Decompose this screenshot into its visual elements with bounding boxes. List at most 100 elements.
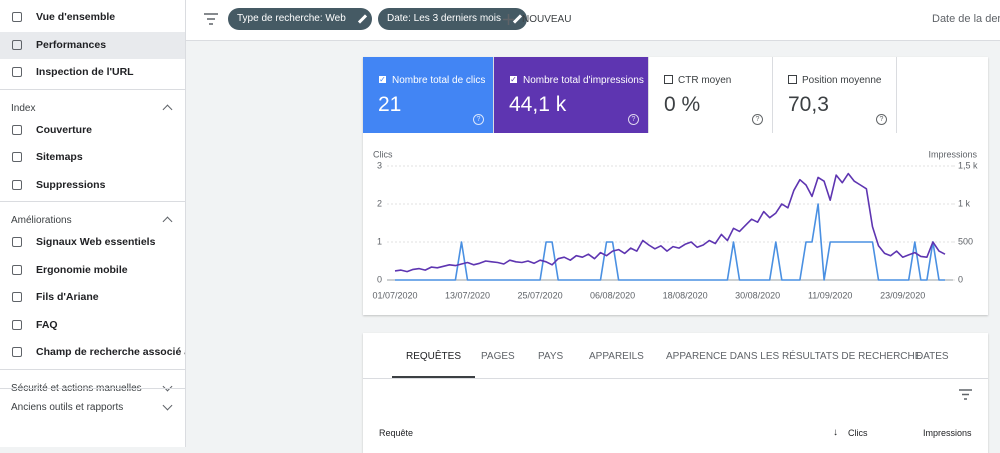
nav-label: Ergonomie mobile (36, 263, 128, 276)
table-filter-icon[interactable] (959, 389, 972, 400)
metric-card[interactable]: ✓ Nombre total d'impressions 44,1 k? (494, 57, 649, 133)
nav-icon (12, 39, 22, 50)
nav-icon (12, 264, 22, 275)
divider (0, 368, 185, 370)
column-header[interactable]: Impressions (923, 428, 972, 438)
x-tick-label: 25/07/2020 (518, 290, 563, 300)
nav-label: Champ de recherche associé a... (36, 346, 186, 358)
nav-label: Inspection de l'URL (36, 66, 134, 78)
toolbar: Type de recherche: Web Date: Les 3 dernie… (186, 0, 1000, 41)
nav-label: Performances (36, 38, 107, 51)
nav-label: FAQ (36, 318, 58, 331)
sidebar: Vue d'ensemble Performances Inspection de … (0, 0, 186, 447)
chevron (162, 216, 173, 227)
metric-card[interactable]: ✓ Nombre total de clics 21? (363, 57, 494, 133)
divider (0, 201, 185, 202)
y-axis-label: Clics (373, 149, 393, 159)
tab[interactable]: PAGES (481, 351, 515, 362)
help-icon: ? (473, 114, 484, 125)
tab[interactable]: REQUÊTES (406, 351, 462, 362)
x-tick-label: 06/08/2020 (590, 290, 635, 300)
metric-card[interactable]: Position moyenne 70,3? (773, 57, 897, 133)
metric-value: 0 % (664, 93, 701, 116)
nav-item[interactable]: Sitemaps (0, 144, 185, 171)
nav-item[interactable]: Fils d'Ariane (0, 284, 185, 311)
last-update: Date de la dern (932, 13, 1000, 25)
tab[interactable]: DATES (916, 351, 949, 362)
help-icon: ? (628, 114, 639, 125)
column-header[interactable]: Clics (848, 428, 868, 438)
x-tick-label: 13/07/2020 (445, 290, 490, 300)
y2-axis-label: Impressions (928, 149, 977, 159)
y2-tick-label: 1 k (958, 198, 971, 208)
checkbox (664, 75, 673, 84)
y-tick-label: 0 (377, 274, 382, 284)
series-line (395, 203, 945, 281)
chevron (162, 104, 173, 114)
tab[interactable]: APPAREILS (589, 351, 644, 362)
tab[interactable]: PAYS (538, 351, 564, 362)
x-tick-label: 30/08/2020 (735, 290, 780, 300)
series-line (394, 172, 946, 273)
table-card: REQUÊTES PAGES PAYS APPAREILS APPARENCE DANS… (363, 333, 988, 453)
chevron (162, 400, 173, 410)
section-title[interactable]: Anciens outils et rapports (11, 401, 124, 413)
chevron (162, 381, 173, 391)
checkbox (788, 75, 797, 84)
metric-value: 21 (378, 93, 402, 116)
y2-tick-label: 0 (958, 274, 963, 284)
y2-tick-label: 1,5 k (958, 160, 978, 170)
help-icon: ? (752, 114, 763, 125)
edit-icon (512, 14, 523, 24)
nav-icon (12, 347, 22, 357)
y2-tick-label: 500 (958, 236, 973, 246)
nav-icon (12, 292, 22, 302)
metric-label: Position moyenne (802, 75, 882, 86)
metric-label: CTR moyen (678, 75, 732, 86)
metric-label: Nombre total de clics (392, 75, 486, 86)
nav-icon (12, 237, 22, 247)
x-tick-label: 11/09/2020 (808, 290, 852, 300)
column-header: Requête (379, 428, 414, 438)
metric-value: 44,1 k (509, 93, 567, 116)
nav-item[interactable]: Signaux Web essentiels (0, 229, 185, 256)
nav-item[interactable]: Suppressions (0, 172, 185, 199)
section-title[interactable]: Index (11, 102, 36, 114)
filter-icon[interactable] (204, 13, 218, 25)
y-tick-label: 3 (377, 160, 382, 170)
nav-label: Sitemaps (36, 151, 83, 163)
nav-item[interactable]: Vue d'ensemble (0, 4, 185, 31)
new-button[interactable]: NOUVEAU (522, 14, 572, 25)
filter-chip[interactable]: Date: Les 3 derniers mois (378, 8, 527, 30)
nav-icon (12, 179, 22, 190)
nav-item[interactable]: FAQ (0, 312, 185, 339)
section-title[interactable]: Améliorations (11, 215, 72, 226)
nav-item[interactable]: Couverture (0, 117, 185, 144)
performance-card: ✓ Nombre total de clics 21? ✓ Nombre total d… (363, 57, 988, 315)
tab-underline (392, 376, 475, 378)
y-tick-label: 2 (377, 198, 382, 208)
y-tick-label: 1 (377, 236, 382, 246)
filter-chip[interactable]: Type de recherche: Web (228, 8, 372, 30)
divider (0, 88, 185, 90)
nav-icon (12, 319, 22, 330)
nav-label: Suppressions (36, 178, 106, 191)
nav-item[interactable]: Ergonomie mobile (0, 257, 185, 284)
nav-label: Signaux Web essentiels (36, 236, 156, 248)
nav-item[interactable]: Inspection de l'URL (0, 59, 185, 86)
sort-arrow: ↓ (833, 427, 838, 438)
metric-label: Nombre total d'impressions (523, 75, 644, 86)
tab[interactable]: APPARENCE DANS LES RÉSULTATS DE RECHERCH… (666, 351, 922, 362)
chart: Clics Impressions 0 1 2 3 0 500 1 k 1,5 k 01/07/… (372, 149, 978, 300)
nav-item[interactable]: Champ de recherche associé a... (0, 339, 185, 366)
nav-item[interactable]: Performances (0, 31, 185, 59)
plus-icon (503, 14, 514, 25)
x-tick-label: 01/07/2020 (372, 290, 417, 300)
x-tick-label: 23/09/2020 (880, 290, 925, 300)
metric-card[interactable]: CTR moyen 0 %? (649, 57, 773, 133)
nav-icon (12, 67, 22, 77)
nav-icon (12, 152, 22, 162)
checkbox: ✓ (378, 75, 387, 84)
edit-icon (357, 14, 367, 24)
